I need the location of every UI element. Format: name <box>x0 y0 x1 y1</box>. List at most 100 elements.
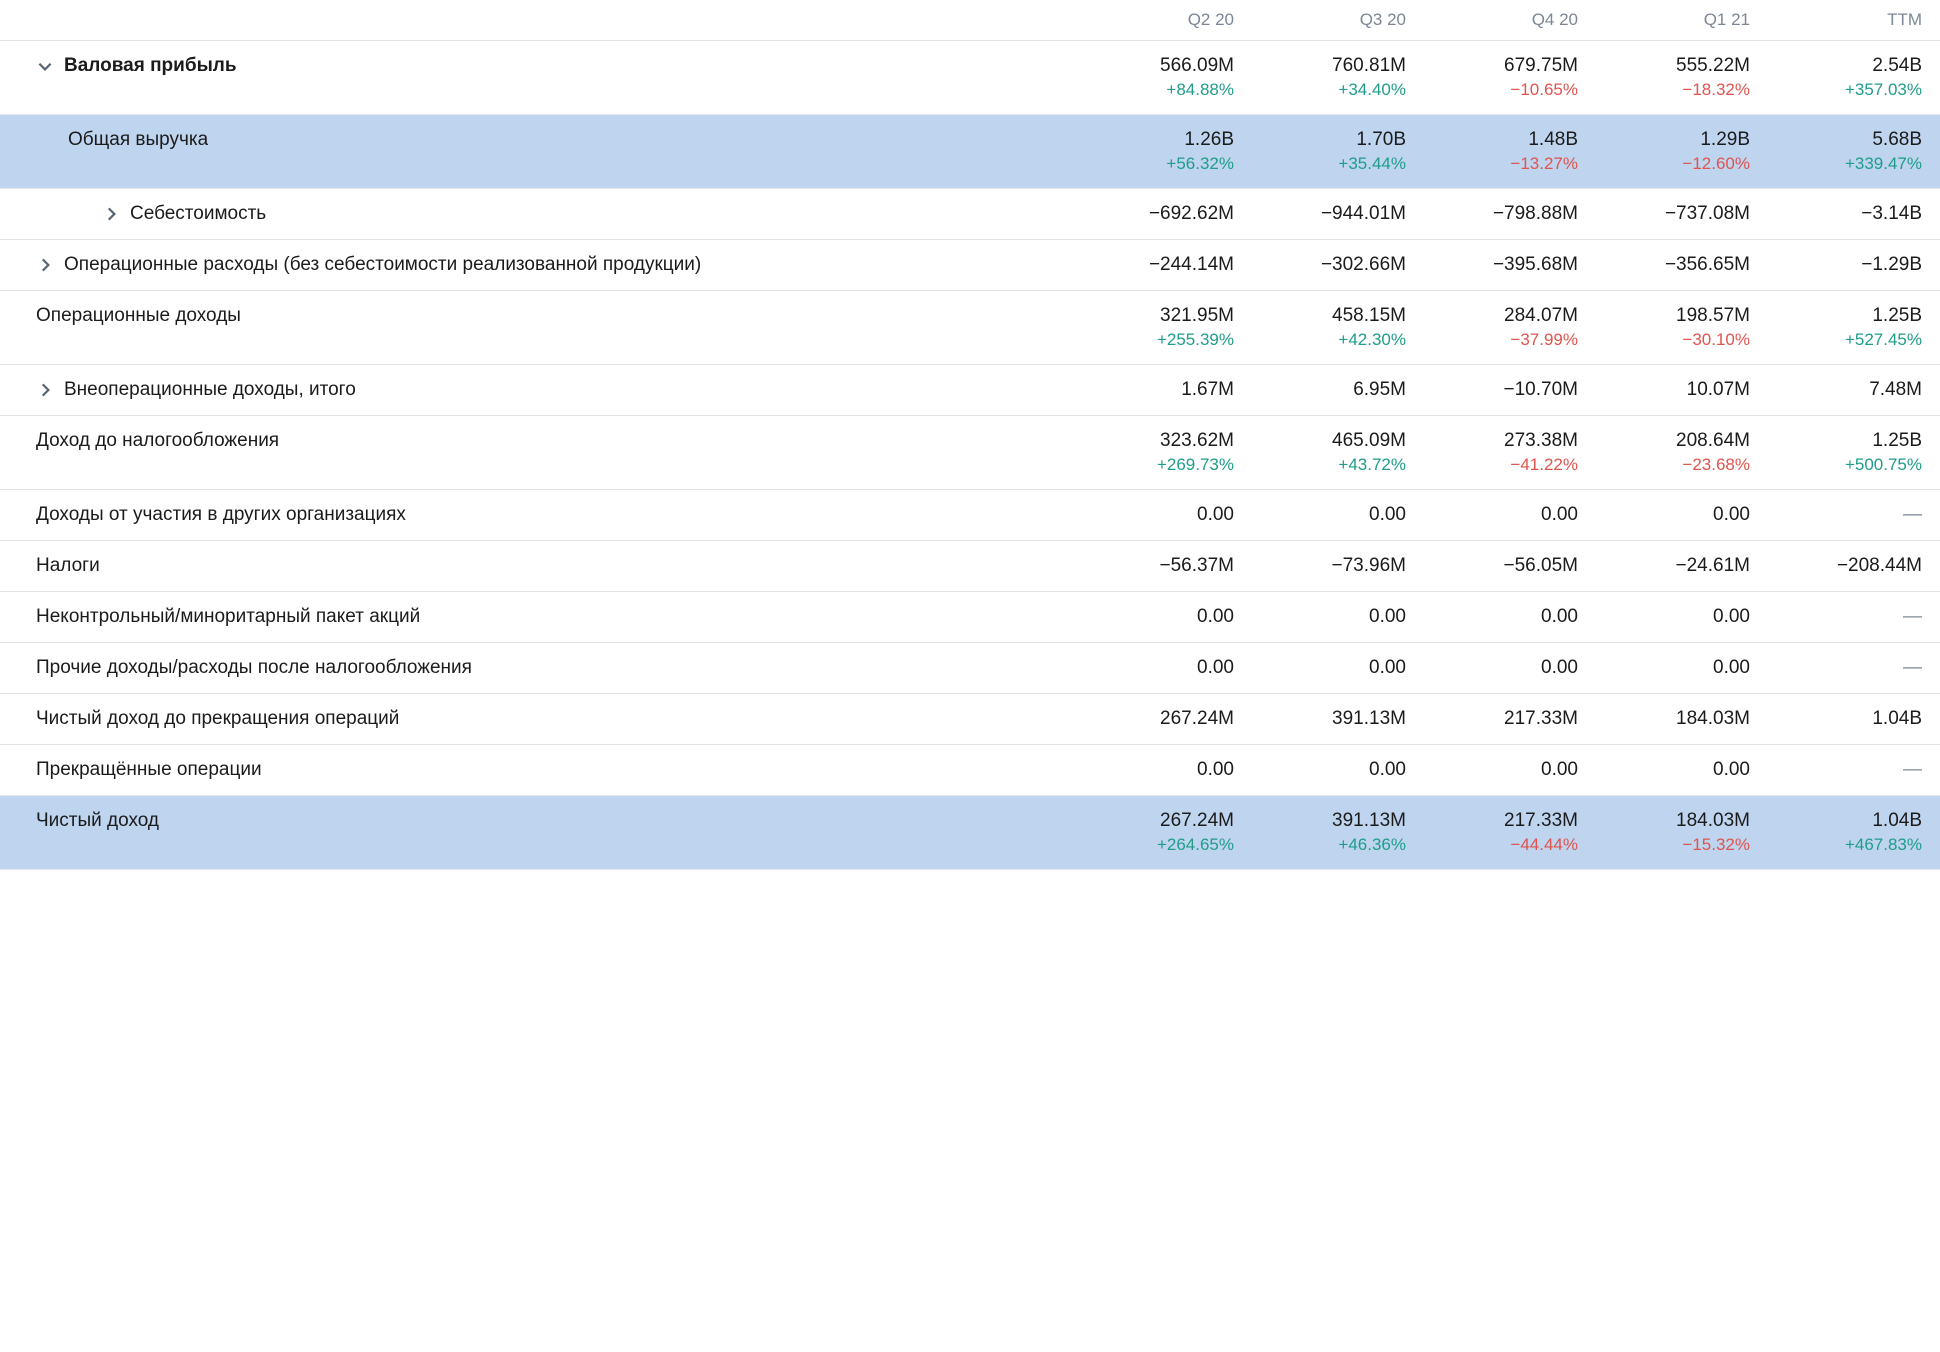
value-cell: 1.04B <box>1750 708 1922 730</box>
cell-value: −56.05M <box>1412 555 1578 577</box>
cell-value: 7.48M <box>1756 379 1922 401</box>
column-header-text: Q1 21 <box>1704 10 1750 29</box>
value-cell: 679.75M −10.65% <box>1406 55 1578 100</box>
no-value-dash: — <box>1756 657 1922 679</box>
value-cell: 273.38M−41.22% <box>1406 430 1578 475</box>
value-cell: 2.54B +357.03% <box>1750 55 1922 100</box>
value-cell: 321.95M+255.39% <box>1062 305 1234 350</box>
row-label: Внеоперационные доходы, итого <box>64 379 356 401</box>
value-cell: 284.07M−37.99% <box>1406 305 1578 350</box>
row-label: Операционные доходы <box>36 305 241 327</box>
row-label-cell: Доходы от участия в других организациях <box>0 504 1062 526</box>
cell-value: 0.00 <box>1240 759 1406 781</box>
value-cell: 7.48M <box>1750 379 1922 401</box>
cell-value: 0.00 <box>1412 657 1578 679</box>
cell-value: 5.68B <box>1756 129 1922 151</box>
table-row: Чистый доход до прекращения операций267.… <box>0 694 1940 745</box>
table-row[interactable]: Внеоперационные доходы, итого1.67M6.95M−… <box>0 365 1940 416</box>
value-cell: 184.03M−15.32% <box>1578 810 1750 855</box>
cell-value: 2.54B <box>1756 55 1922 77</box>
value-cell: — <box>1750 657 1922 679</box>
row-label: Неконтрольный/миноритарный пакет акций <box>36 606 420 628</box>
cell-value: 0.00 <box>1068 759 1234 781</box>
cell-value: 0.00 <box>1240 657 1406 679</box>
value-cell: −1.29B <box>1750 254 1922 276</box>
chevron-right-icon[interactable] <box>102 205 120 223</box>
value-cell: — <box>1750 504 1922 526</box>
cell-change-pct: +56.32% <box>1068 154 1234 174</box>
value-cell: 0.00 <box>1234 657 1406 679</box>
cell-value: 0.00 <box>1584 504 1750 526</box>
row-label: Прочие доходы/расходы после налогообложе… <box>36 657 472 679</box>
value-cell: −244.14M <box>1062 254 1234 276</box>
cell-change-pct: +42.30% <box>1240 330 1406 350</box>
value-cell: — <box>1750 606 1922 628</box>
no-value-dash: — <box>1756 759 1922 781</box>
row-label: Валовая прибыль <box>64 55 237 77</box>
cell-value: −3.14B <box>1756 203 1922 225</box>
table-row[interactable]: Операционные расходы (без себестоимости … <box>0 240 1940 291</box>
cell-value: 0.00 <box>1412 606 1578 628</box>
table-row: Доход до налогообложения323.62M+269.73%4… <box>0 416 1940 490</box>
row-label-cell: Чистый доход до прекращения операций <box>0 708 1062 730</box>
value-cell: 267.24M+264.65% <box>1062 810 1234 855</box>
value-cell: −944.01M <box>1234 203 1406 225</box>
value-cell: 198.57M−30.10% <box>1578 305 1750 350</box>
row-label-cell[interactable]: Себестоимость <box>0 203 1062 225</box>
cell-value: −944.01M <box>1240 203 1406 225</box>
row-label-cell: Операционные доходы <box>0 305 1062 327</box>
chevron-right-icon[interactable] <box>36 381 54 399</box>
cell-change-pct: +269.73% <box>1068 455 1234 475</box>
value-cell: −208.44M <box>1750 555 1922 577</box>
table-row: Неконтрольный/миноритарный пакет акций 0.… <box>0 592 1940 643</box>
cell-change-pct: +43.72% <box>1240 455 1406 475</box>
value-cell: 0.00 <box>1406 504 1578 526</box>
cell-value: 679.75M <box>1412 55 1578 77</box>
cell-value: 321.95M <box>1068 305 1234 327</box>
cell-change-pct: −41.22% <box>1412 455 1578 475</box>
table-row[interactable]: Валовая прибыль566.09M+84.88%760.81M+34.… <box>0 41 1940 115</box>
cell-value: 1.70B <box>1240 129 1406 151</box>
cell-value: 391.13M <box>1240 810 1406 832</box>
value-cell: 0.00 <box>1578 657 1750 679</box>
cell-change-pct: −15.32% <box>1584 835 1750 855</box>
row-label-cell: Налоги <box>0 555 1062 577</box>
cell-value: −244.14M <box>1068 254 1234 276</box>
cell-value: −10.70M <box>1412 379 1578 401</box>
table-row[interactable]: Себестоимость−692.62M−944.01M−798.88M−73… <box>0 189 1940 240</box>
cell-value: 760.81M <box>1240 55 1406 77</box>
chevron-right-icon[interactable] <box>36 256 54 274</box>
cell-change-pct: −12.60% <box>1584 154 1750 174</box>
value-cell: 323.62M+269.73% <box>1062 430 1234 475</box>
row-label: Чистый доход до прекращения операций <box>36 708 399 730</box>
value-cell: −302.66M <box>1234 254 1406 276</box>
row-label-cell[interactable]: Валовая прибыль <box>0 55 1062 77</box>
row-label: Налоги <box>36 555 100 577</box>
value-cell: 391.13M+46.36% <box>1234 810 1406 855</box>
cell-change-pct: +357.03% <box>1756 80 1922 100</box>
cell-value: 1.04B <box>1756 810 1922 832</box>
chevron-down-icon[interactable] <box>36 57 54 75</box>
value-cell: −737.08M <box>1578 203 1750 225</box>
column-header: Q3 20 <box>1234 10 1406 30</box>
cell-value: 0.00 <box>1584 606 1750 628</box>
value-cell: 0.00 <box>1406 657 1578 679</box>
value-cell: 760.81M+34.40% <box>1234 55 1406 100</box>
cell-value: −1.29B <box>1756 254 1922 276</box>
cell-value: −692.62M <box>1068 203 1234 225</box>
cell-change-pct: −10.65% <box>1412 80 1578 100</box>
value-cell: −73.96M <box>1234 555 1406 577</box>
cell-value: 1.25B <box>1756 430 1922 452</box>
table-header-row: Q2 20 Q3 20 Q4 20 Q1 21 TTM <box>0 0 1940 41</box>
value-cell: 0.00 <box>1234 606 1406 628</box>
column-header: Q4 20 <box>1406 10 1578 30</box>
row-label-cell[interactable]: Внеоперационные доходы, итого <box>0 379 1062 401</box>
cell-change-pct: −44.44% <box>1412 835 1578 855</box>
value-cell: 0.00 <box>1578 504 1750 526</box>
value-cell: 0.00 <box>1578 759 1750 781</box>
cell-value: 217.33M <box>1412 810 1578 832</box>
value-cell: 0.00 <box>1406 606 1578 628</box>
row-label: Доходы от участия в других организациях <box>36 504 406 526</box>
cell-value: −24.61M <box>1584 555 1750 577</box>
row-label-cell[interactable]: Операционные расходы (без себестоимости … <box>0 254 1062 276</box>
